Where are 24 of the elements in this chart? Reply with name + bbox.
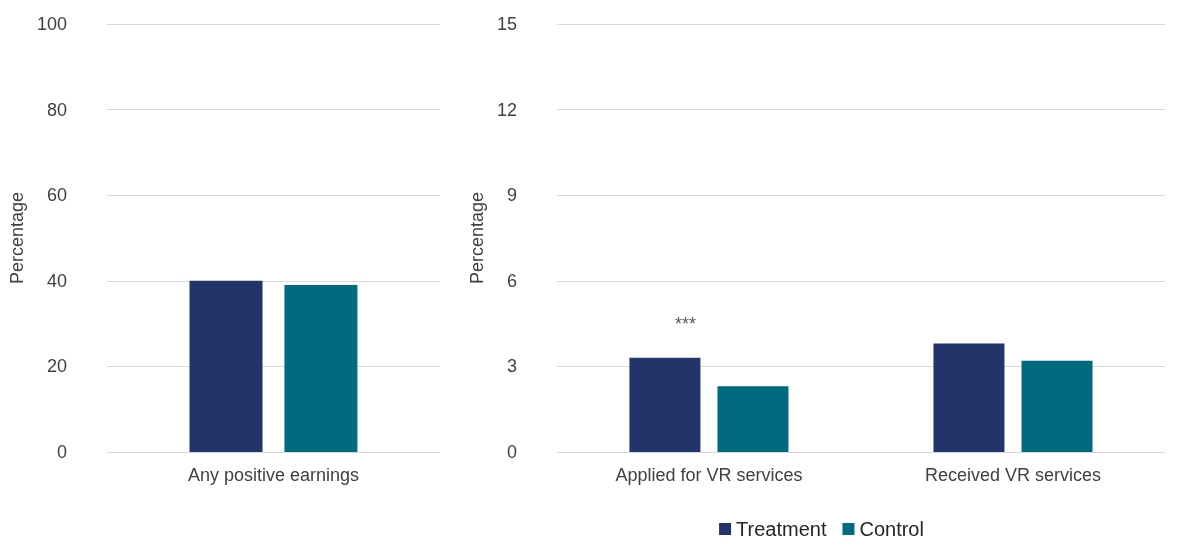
bar (629, 357, 701, 452)
x-tick-label: Applied for VR services (615, 465, 803, 485)
y-tick-label: 100 (36, 14, 67, 34)
y-tick-label: 60 (46, 185, 67, 206)
y-tick-label: 0 (506, 442, 517, 462)
bar (717, 386, 789, 452)
y-tick-label: 12 (496, 99, 517, 120)
annotation: *** (675, 314, 697, 334)
y-axis-title: Percentage (467, 191, 487, 285)
y-axis-title: Percentage (7, 191, 27, 285)
x-tick-label: Any positive earnings (187, 465, 360, 485)
legend-label: Control (859, 518, 924, 540)
y-tick-label: 15 (496, 14, 517, 34)
y-tick-label: 80 (46, 99, 67, 120)
legend-label: Treatment (736, 518, 827, 540)
y-tick-label: 3 (506, 356, 517, 377)
y-tick-label: 6 (506, 270, 517, 291)
y-tick-label: 20 (46, 356, 67, 377)
y-tick-label: 40 (46, 270, 67, 291)
bar (933, 343, 1005, 452)
y-tick-label: 9 (506, 185, 517, 206)
bar (1021, 360, 1093, 452)
x-tick-label: Received VR services (924, 465, 1102, 485)
y-tick-label: 0 (56, 442, 67, 462)
